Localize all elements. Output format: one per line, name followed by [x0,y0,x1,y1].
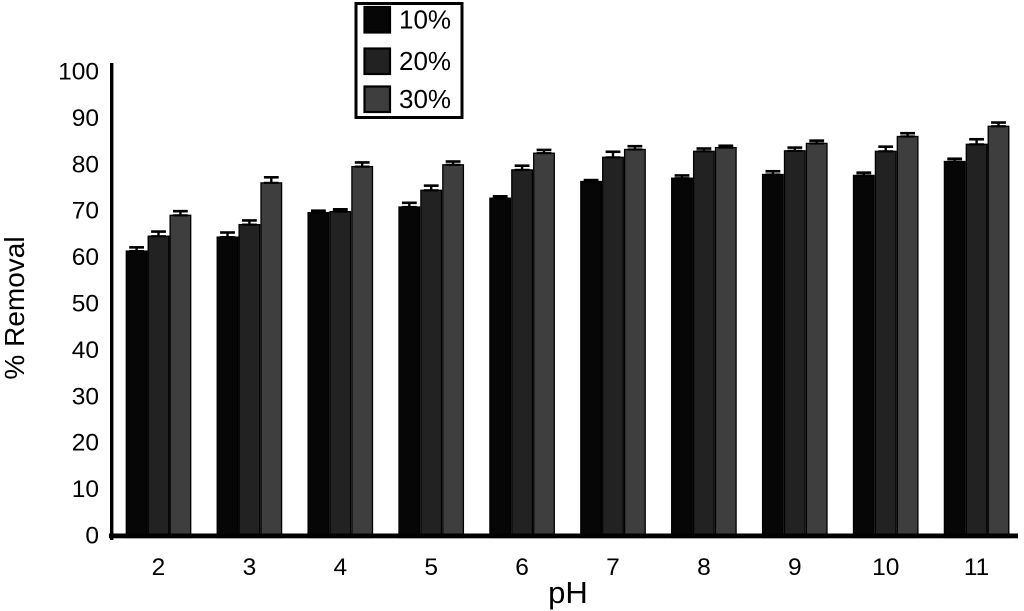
x-tick-label-3: 3 [243,554,257,581]
y-tick-label-10: 10 [72,476,99,503]
x-tick-label-6: 6 [515,554,529,581]
y-tick-label-80: 80 [72,151,99,178]
y-tick-label-30: 30 [72,383,99,410]
bar-30%-ph2 [169,214,192,539]
bar-20%-ph7 [602,156,624,539]
bar-30%-ph5 [442,164,465,539]
bar-30%-ph4 [351,165,374,539]
bar-30%-ph6 [533,152,555,539]
bar-20%-ph6 [511,169,534,539]
legend-label-20%: 20% [399,46,451,76]
bar-30%-ph7 [623,148,646,539]
bar-20%-ph3 [238,223,261,539]
bar-30%-ph8 [714,146,737,539]
bar-10%-ph4 [307,211,330,539]
bar-10%-ph10 [852,174,875,539]
x-tick-label-4: 4 [333,554,347,581]
bar-30%-ph10 [896,135,919,539]
x-tick-label-9: 9 [788,554,802,581]
bar-20%-ph5 [420,189,443,539]
y-tick-label-70: 70 [72,198,99,225]
x-tick-label-5: 5 [424,554,438,581]
legend-label-10%: 10% [399,5,451,35]
bar-10%-ph11 [943,160,966,539]
legend-swatch-30% [363,85,392,114]
x-tick-label-11: 11 [964,554,989,581]
bar-10%-ph9 [761,173,784,539]
bar-10%-ph8 [671,177,693,539]
y-tick-label-100: 100 [58,59,99,86]
x-axis-title: pH [548,575,588,610]
x-tick-label-10: 10 [872,554,899,581]
bar-20%-ph9 [783,150,806,539]
y-tick-label-60: 60 [72,244,99,271]
y-tick-label-20: 20 [72,430,99,457]
y-tick-label-40: 40 [72,337,99,364]
x-tick-label-2: 2 [152,554,166,581]
x-axis-line [109,533,1018,539]
bar-20%-ph8 [692,150,715,539]
bar-10%-ph7 [580,180,603,539]
legend-label-30%: 30% [399,84,451,114]
bar-20%-ph10 [874,150,897,539]
y-axis-title: % Removal [0,236,30,379]
bar-20%-ph4 [329,210,352,539]
bar-10%-ph6 [489,197,512,539]
bar-10%-ph3 [216,236,239,539]
x-tick-label-7: 7 [606,554,620,581]
bar-30%-ph11 [987,125,1010,539]
y-tick-label-90: 90 [72,105,99,132]
legend-swatch-20% [363,47,392,76]
y-tick-label-0: 0 [85,523,99,550]
bar-30%-ph9 [805,142,828,539]
bar-20%-ph11 [965,143,988,539]
y-tick-label-50: 50 [72,291,99,318]
y-axis-line [110,63,114,540]
legend-swatch-10% [363,5,392,34]
x-tick-label-8: 8 [697,554,711,581]
bar-10%-ph5 [398,206,421,539]
bar-30%-ph3 [260,182,283,539]
bar-20%-ph2 [147,235,170,539]
bar-10%-ph2 [125,250,148,539]
